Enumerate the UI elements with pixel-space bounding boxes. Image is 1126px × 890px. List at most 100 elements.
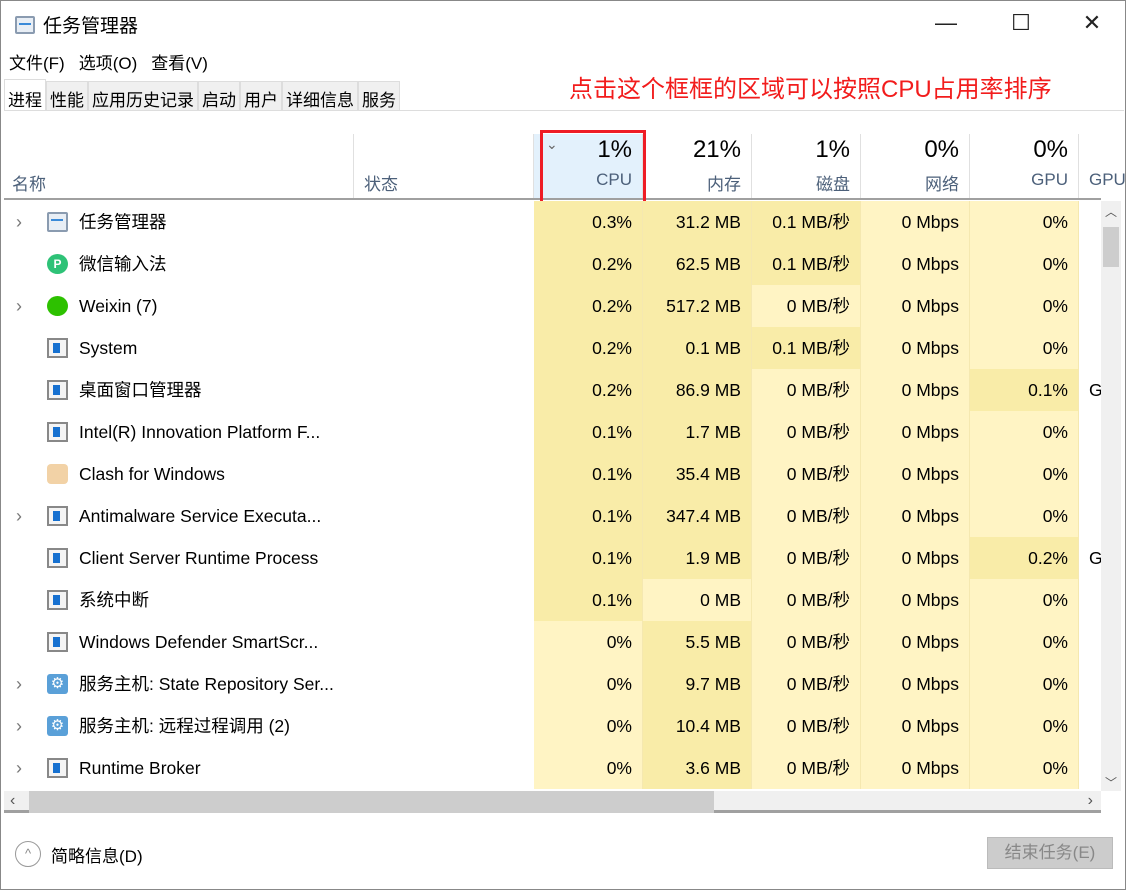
menu-options[interactable]: 选项(O): [78, 54, 138, 73]
process-name: 系统中断: [79, 590, 149, 610]
gpu-engine-cell: [1079, 243, 1101, 285]
fewer-details-button[interactable]: ^ 简略信息(D): [15, 841, 143, 867]
menu-view[interactable]: 查看(V): [151, 54, 208, 73]
cpu-cell: 0.1%: [534, 453, 643, 495]
mem-cell: 10.4 MB: [643, 705, 752, 747]
process-row[interactable]: 系统中断 0.1% 0 MB 0 MB/秒 0 Mbps 0%: [4, 579, 1101, 621]
scroll-right-icon[interactable]: ›: [1087, 792, 1093, 809]
mem-cell: 3.6 MB: [643, 747, 752, 789]
column-network[interactable]: 0% 网络: [861, 134, 970, 198]
window-icon: [47, 380, 68, 400]
process-row[interactable]: › Runtime Broker 0% 3.6 MB 0 MB/秒 0 Mbps 0%: [4, 747, 1101, 789]
gpu-cell: 0.1%: [970, 369, 1079, 411]
net-cell: 0 Mbps: [861, 663, 970, 705]
cpu-cell: 0%: [534, 621, 643, 663]
process-row[interactable]: Clash for Windows 0.1% 35.4 MB 0 MB/秒 0 Mbps…: [4, 453, 1101, 495]
net-cell: 0 Mbps: [861, 411, 970, 453]
expand-chevron-icon[interactable]: ›: [16, 716, 22, 736]
weixin-icon: [47, 296, 68, 316]
menu-bar: 文件(F) 选项(O) 查看(V): [9, 49, 208, 74]
mem-cell: 1.9 MB: [643, 537, 752, 579]
task-manager-icon: [15, 15, 35, 34]
process-row[interactable]: Intel(R) Innovation Platform F... 0.1% 1.7…: [4, 411, 1101, 453]
task-manager-icon: [47, 212, 68, 232]
process-row[interactable]: › ⚙ 服务主机: 远程过程调用 (2) 0% 10.4 MB 0 MB/秒 0 Mbps 0…: [4, 705, 1101, 747]
column-disk[interactable]: 1% 磁盘: [752, 134, 861, 198]
end-task-button[interactable]: 结束任务(E): [987, 837, 1113, 869]
gpu-engine-cell: [1079, 327, 1101, 369]
process-row[interactable]: › ⚙ 服务主机: State Repository Ser... 0% 9.7 MB 0…: [4, 663, 1101, 705]
vertical-scroll-thumb[interactable]: [1103, 227, 1119, 267]
tab-details[interactable]: 详细信息: [282, 81, 358, 110]
tab-users[interactable]: 用户: [240, 81, 282, 110]
gpu-cell: 0%: [970, 663, 1079, 705]
window-icon: [47, 422, 68, 442]
process-name: Weixin (7): [79, 296, 158, 316]
net-cell: 0 Mbps: [861, 369, 970, 411]
scroll-up-icon[interactable]: ︿: [1104, 205, 1117, 219]
cpu-cell: 0.2%: [534, 327, 643, 369]
cpu-cell: 0.1%: [534, 495, 643, 537]
process-row[interactable]: › Weixin (7) 0.2% 517.2 MB 0 MB/秒 0 Mbps 0%: [4, 285, 1101, 327]
clash-cat-icon: [47, 464, 68, 484]
expand-chevron-icon[interactable]: ›: [16, 758, 22, 778]
window-title: 任务管理器: [15, 11, 138, 38]
mem-cell: 31.2 MB: [643, 201, 752, 243]
disk-cell: 0 MB/秒: [752, 495, 861, 537]
column-gpu[interactable]: 0% GPU: [970, 134, 1079, 198]
window-icon: [47, 632, 68, 652]
maximize-button[interactable]: ☐: [1011, 10, 1031, 35]
gpu-cell: 0%: [970, 579, 1079, 621]
process-row[interactable]: Client Server Runtime Process 0.1% 1.9 MB 0…: [4, 537, 1103, 579]
window-icon: [47, 548, 68, 568]
expand-chevron-icon[interactable]: ›: [16, 296, 22, 316]
gpu-engine-cell: G: [1089, 380, 1103, 400]
gpu-engine-cell: [1079, 747, 1101, 789]
scroll-left-icon[interactable]: ‹: [10, 792, 16, 809]
column-status[interactable]: 状态: [354, 134, 534, 198]
net-cell: 0 Mbps: [861, 705, 970, 747]
process-name: 服务主机: State Repository Ser...: [79, 674, 334, 694]
disk-cell: 0 MB/秒: [752, 621, 861, 663]
expand-chevron-icon[interactable]: ›: [16, 212, 22, 232]
tab-startup[interactable]: 启动: [198, 81, 240, 110]
cpu-cell: 0%: [534, 663, 643, 705]
gpu-cell: 0%: [970, 327, 1079, 369]
vertical-scrollbar[interactable]: ︿ ﹀: [1101, 201, 1121, 791]
tab-services[interactable]: 服务: [358, 81, 400, 110]
expand-chevron-icon[interactable]: ›: [16, 506, 22, 526]
tab-performance[interactable]: 性能: [46, 81, 88, 110]
cpu-cell: 0.1%: [534, 411, 643, 453]
process-row[interactable]: System 0.2% 0.1 MB 0.1 MB/秒 0 Mbps 0%: [4, 327, 1101, 369]
menu-file[interactable]: 文件(F): [9, 54, 65, 73]
window-icon: [47, 590, 68, 610]
gpu-cell: 0%: [970, 243, 1079, 285]
net-cell: 0 Mbps: [861, 537, 970, 579]
process-row[interactable]: 桌面窗口管理器 0.2% 86.9 MB 0 MB/秒 0 Mbps 0.1% G: [4, 369, 1103, 411]
column-name[interactable]: 名称: [4, 134, 354, 198]
tab-processes[interactable]: 进程: [4, 79, 46, 110]
column-gpu-engine[interactable]: GPU: [1089, 170, 1126, 189]
gpu-engine-cell: [1079, 453, 1101, 495]
process-row[interactable]: Windows Defender SmartScr... 0% 5.5 MB 0 MB…: [4, 621, 1101, 663]
scroll-down-icon[interactable]: ﹀: [1104, 776, 1117, 790]
column-memory[interactable]: 21% 内存: [643, 134, 752, 198]
horizontal-scrollbar[interactable]: ‹ ›: [4, 791, 1101, 813]
tab-app-history[interactable]: 应用历史记录: [88, 81, 198, 110]
horizontal-scroll-thumb[interactable]: [29, 791, 714, 813]
cpu-cell: 0.3%: [534, 201, 643, 243]
mem-cell: 0 MB: [643, 579, 752, 621]
column-cpu[interactable]: ⌄ 1% CPU: [534, 134, 643, 198]
close-button[interactable]: ✕: [1082, 10, 1102, 35]
gpu-cell: 0%: [970, 201, 1079, 243]
net-cell: 0 Mbps: [861, 327, 970, 369]
gpu-engine-cell: [1079, 201, 1101, 243]
process-row[interactable]: P 微信输入法 0.2% 62.5 MB 0.1 MB/秒 0 Mbps 0%: [4, 243, 1101, 285]
chevron-up-icon: ^: [15, 841, 41, 867]
process-name: Client Server Runtime Process: [79, 548, 319, 568]
minimize-button[interactable]: —: [935, 10, 957, 35]
process-row[interactable]: › 任务管理器 0.3% 31.2 MB 0.1 MB/秒 0 Mbps 0%: [4, 201, 1101, 243]
process-row[interactable]: › Antimalware Service Executa... 0.1% 347.4…: [4, 495, 1101, 537]
disk-cell: 0.1 MB/秒: [752, 327, 861, 369]
expand-chevron-icon[interactable]: ›: [16, 674, 22, 694]
